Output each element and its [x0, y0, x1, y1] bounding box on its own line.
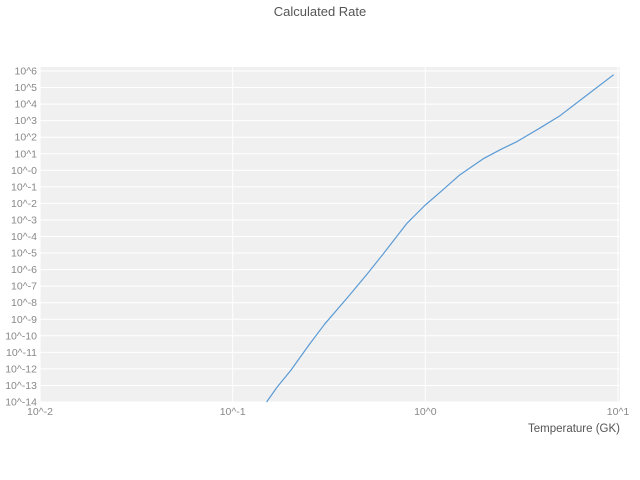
y-tick-label: 10^6 — [15, 66, 38, 78]
y-tick-label: 10^3 — [15, 115, 38, 127]
rate-line — [266, 74, 615, 403]
y-tick-label: 10^-4 — [11, 231, 37, 243]
y-tick-label: 10^-2 — [11, 198, 37, 210]
y-tick-label: 10^-14 — [5, 397, 37, 409]
y-tick-label: 10^-1 — [11, 181, 37, 193]
y-tick-label: 10^-12 — [5, 363, 37, 375]
y-tick-label: 10^-7 — [11, 281, 37, 293]
y-tick-label: 10^4 — [15, 99, 38, 111]
y-tick-label: 10^-6 — [11, 264, 37, 276]
x-tick-label: 10^1 — [607, 406, 630, 418]
plot-panel — [40, 67, 620, 402]
x-tick-label: 10^-1 — [220, 406, 246, 418]
y-tick-label: 10^-3 — [11, 214, 37, 226]
y-tick-label: 10^-10 — [5, 330, 37, 342]
y-tick-label: 10^-5 — [11, 248, 37, 260]
y-tick-label: 10^1 — [15, 148, 38, 160]
y-tick-label: 10^-8 — [11, 297, 37, 309]
y-tick-label: 10^-0 — [11, 165, 37, 177]
y-tick-label: 10^-13 — [5, 380, 37, 392]
chart-title: Calculated Rate — [274, 4, 367, 19]
x-tick-label: 10^-2 — [27, 406, 53, 418]
y-tick-label: 10^-11 — [6, 347, 37, 359]
x-axis-label: Temperature (GK) — [528, 423, 620, 435]
x-tick-label: 10^0 — [414, 406, 437, 418]
y-tick-label: 10^-9 — [11, 314, 37, 326]
y-tick-label: 10^5 — [15, 82, 38, 94]
y-tick-label: 10^2 — [15, 132, 38, 144]
